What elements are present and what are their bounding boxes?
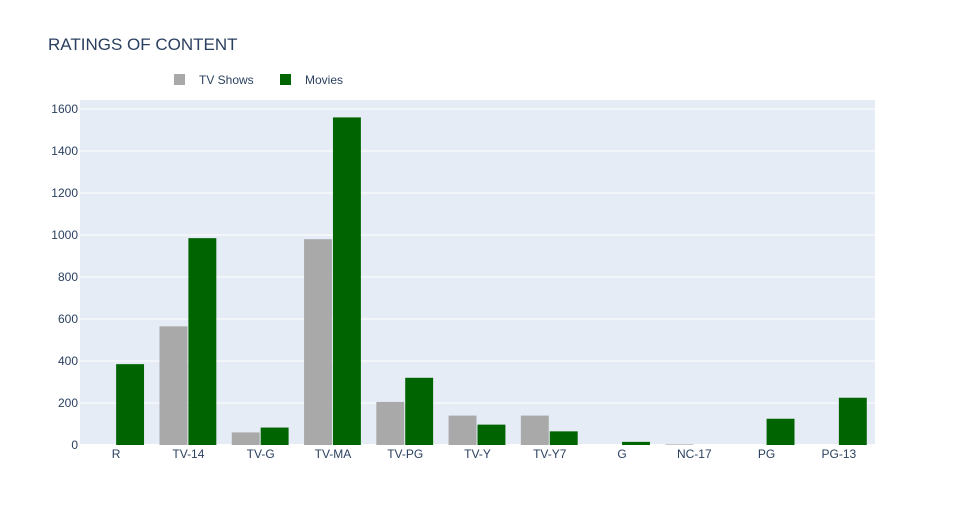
x-tick-label: PG (758, 447, 775, 461)
y-tick-label: 200 (58, 396, 78, 410)
y-tick-label: 0 (71, 438, 78, 452)
bar-movies-pg-13[interactable] (838, 397, 867, 445)
bar-movies-tv-pg[interactable] (405, 377, 434, 445)
x-tick-label: TV-PG (387, 447, 423, 461)
x-tick-label: TV-Y (464, 447, 491, 461)
bar-tv-shows-tv-pg[interactable] (376, 401, 405, 445)
y-tick-label: 400 (58, 354, 78, 368)
y-tick-label: 1200 (51, 186, 78, 200)
y-tick-label: 1000 (51, 228, 78, 242)
legend-label: TV Shows (199, 73, 254, 87)
bars (116, 117, 867, 446)
bar-movies-tv-y7[interactable] (549, 431, 578, 445)
x-tick-label: PG-13 (822, 447, 857, 461)
legend: TV Shows Movies (174, 73, 343, 87)
bar-tv-shows-tv-14[interactable] (159, 326, 188, 445)
chart-title: RATINGS OF CONTENT (48, 35, 238, 54)
bar-movies-g[interactable] (622, 441, 650, 445)
bar-movies-tv-g[interactable] (260, 427, 289, 445)
bar-tv-shows-tv-y7[interactable] (520, 415, 549, 445)
x-axis-ticks: R TV-14 TV-G TV-MA TV-PG TV-Y TV-Y7 G NC-17 PG PG-… (112, 447, 857, 461)
bar-tv-shows-tv-y[interactable] (448, 415, 477, 445)
legend-swatch (174, 74, 185, 85)
bar-tv-shows-tv-g[interactable] (231, 432, 260, 445)
legend-item-movies[interactable]: Movies (280, 73, 343, 87)
bar-movies-tv-ma[interactable] (332, 117, 361, 446)
bar-movies-r[interactable] (116, 364, 145, 445)
bar-movies-tv-14[interactable] (188, 238, 217, 445)
y-tick-label: 1600 (51, 102, 78, 116)
y-tick-label: 800 (58, 270, 78, 284)
bar-movies-pg[interactable] (766, 418, 795, 445)
y-tick-label: 600 (58, 312, 78, 326)
legend-item-tv-shows[interactable]: TV Shows (174, 73, 254, 87)
x-tick-label: NC-17 (677, 447, 712, 461)
y-axis-ticks: 0 200 400 600 800 1000 1200 1400 1600 (51, 102, 78, 452)
bar-tv-shows-tv-ma[interactable] (304, 239, 332, 445)
bar-movies-tv-y[interactable] (477, 424, 506, 445)
x-tick-label: G (617, 447, 626, 461)
legend-swatch (280, 74, 291, 85)
x-tick-label: TV-Y7 (533, 447, 567, 461)
x-tick-label: TV-MA (315, 447, 352, 461)
bar-tv-shows-nc-17[interactable] (665, 444, 694, 445)
x-tick-label: TV-14 (172, 447, 204, 461)
x-tick-label: TV-G (247, 447, 275, 461)
x-tick-label: R (112, 447, 121, 461)
legend-label: Movies (305, 73, 343, 87)
y-tick-label: 1400 (51, 144, 78, 158)
